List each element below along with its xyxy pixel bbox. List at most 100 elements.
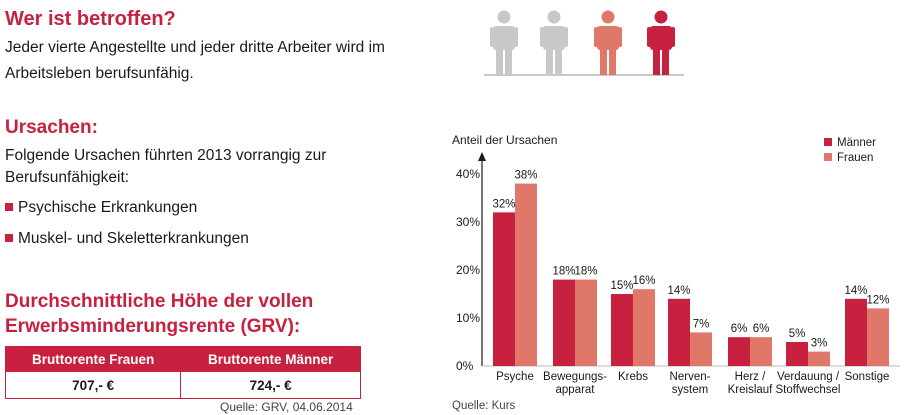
- causes-text-line2: Berufsunfähigkeit:: [5, 169, 130, 186]
- data-label: 18%: [574, 266, 597, 278]
- section-title-pension-line1: Durchschnittliche Höhe der vollen: [5, 291, 314, 312]
- person-leg: [600, 48, 607, 75]
- y-axis-label: Anteil der Ursachen: [452, 133, 557, 147]
- person-body: [493, 26, 515, 50]
- table-header-row: Bruttorente Frauen Bruttorente Männer: [4, 346, 361, 372]
- bar-frauen: [690, 332, 712, 366]
- bar-frauen: [633, 289, 655, 366]
- y-tick-label: 20%: [456, 263, 480, 277]
- data-label: 5%: [789, 328, 806, 340]
- pension-table: Bruttorente Frauen Bruttorente Männer 70…: [4, 346, 361, 399]
- person-icon: [540, 10, 568, 75]
- person-arm: [514, 27, 518, 47]
- x-tick-label: Bewegungs-: [543, 371, 607, 383]
- person-head: [497, 10, 511, 24]
- person-leg: [653, 48, 660, 75]
- person-icon: [594, 10, 622, 75]
- person-leg: [662, 48, 669, 75]
- bar-frauen: [575, 279, 597, 366]
- person-head: [654, 10, 668, 24]
- data-label: 14%: [667, 285, 690, 297]
- person-arm: [647, 27, 651, 47]
- person-leg: [496, 48, 503, 75]
- table-header-women: Bruttorente Frauen: [4, 346, 182, 372]
- bar-maenner: [668, 298, 690, 366]
- data-label: 6%: [753, 323, 770, 335]
- legend-label: Männer: [837, 137, 876, 149]
- data-label: 38%: [514, 170, 537, 182]
- person-head: [547, 10, 561, 24]
- person-head: [601, 10, 615, 24]
- causes-bar-chart: Anteil der Ursachen 0% 10% 20% 30% 40% 32% 38% P…: [452, 133, 900, 396]
- legend-label: Frauen: [837, 152, 873, 164]
- person-leg: [505, 48, 512, 75]
- person-body: [543, 26, 565, 50]
- cause-bullet-item: Psychische Erkrankungen: [5, 196, 197, 219]
- x-tick-label: Krebs: [618, 371, 648, 383]
- person-arm: [564, 27, 568, 47]
- bar-maenner: [728, 337, 750, 366]
- x-tick-label: Psyche: [496, 371, 534, 383]
- data-label: 3%: [811, 338, 828, 350]
- y-tick-label: 40%: [456, 167, 480, 181]
- affected-text-line1: Jeder vierte Angestellte und jeder dritt…: [5, 39, 385, 56]
- data-label: 6%: [731, 323, 748, 335]
- data-label: 12%: [866, 294, 889, 306]
- bullet-square-icon: [5, 233, 13, 242]
- person-icon: [647, 10, 675, 75]
- bar-maenner: [493, 212, 515, 366]
- cause-bullet-label: Psychische Erkrankungen: [18, 199, 198, 216]
- bar-maenner: [611, 294, 633, 366]
- person-leg: [609, 48, 616, 75]
- table-row: 707,- € 724,- €: [4, 371, 361, 399]
- data-label: 15%: [610, 280, 633, 292]
- section-title-causes: Ursachen:: [5, 117, 98, 138]
- y-axis-arrow-icon: [478, 152, 486, 161]
- x-tick-label: system: [672, 384, 708, 396]
- causes-text-line1: Folgende Ursachen führten 2013 vorrangig…: [5, 147, 327, 164]
- bar-frauen: [867, 308, 889, 366]
- x-tick-label: Sonstige: [845, 371, 890, 383]
- section-title-affected: Wer ist betroffen?: [5, 8, 176, 30]
- bar-maenner: [845, 298, 867, 366]
- cause-bullet-item: Muskel- und Skeletterkrankungen: [5, 227, 249, 250]
- people-illustration: [484, 10, 684, 76]
- table-cell-men: 724,- €: [180, 371, 361, 399]
- affected-text-line2: Arbeitsleben berufsunfähig.: [5, 65, 194, 82]
- x-tick-label: Verdauung /: [777, 371, 840, 383]
- data-label: 32%: [492, 198, 515, 210]
- person-leg: [546, 48, 553, 75]
- data-label: 14%: [844, 285, 867, 297]
- person-arm: [618, 27, 622, 47]
- x-tick-label: Nerven-: [670, 371, 711, 383]
- data-label: 18%: [552, 266, 575, 278]
- data-label: 16%: [632, 275, 655, 287]
- y-tick-label: 0%: [456, 359, 474, 373]
- bar-frauen: [515, 183, 537, 366]
- chart-source: Quelle: Kurs: [452, 400, 516, 412]
- person-leg: [555, 48, 562, 75]
- table-header-men: Bruttorente Männer: [180, 346, 361, 372]
- person-body: [650, 26, 672, 50]
- section-title-pension-line2: Erwerbsminderungsrente (GRV):: [5, 316, 301, 337]
- person-arm: [490, 27, 494, 47]
- legend-swatch: [824, 153, 832, 161]
- person-body: [597, 26, 619, 50]
- pension-source: Quelle: GRV, 04.06.2014: [220, 400, 353, 414]
- x-tick-label: Herz /: [735, 371, 766, 383]
- person-arm: [540, 27, 544, 47]
- x-tick-label: Stoffwechsel: [776, 384, 841, 396]
- bar-frauen: [750, 337, 772, 366]
- y-tick-label: 10%: [456, 311, 480, 325]
- person-icon: [490, 10, 518, 75]
- bullet-square-icon: [5, 202, 13, 211]
- bar-frauen: [808, 351, 830, 366]
- x-tick-label: Kreislauf: [728, 384, 774, 396]
- person-arm: [671, 27, 675, 47]
- bar-maenner: [553, 279, 575, 366]
- person-arm: [594, 27, 598, 47]
- y-tick-label: 30%: [456, 215, 480, 229]
- data-label: 7%: [693, 318, 710, 330]
- table-cell-women: 707,- €: [4, 371, 182, 399]
- cause-bullet-label: Muskel- und Skeletterkrankungen: [18, 230, 249, 247]
